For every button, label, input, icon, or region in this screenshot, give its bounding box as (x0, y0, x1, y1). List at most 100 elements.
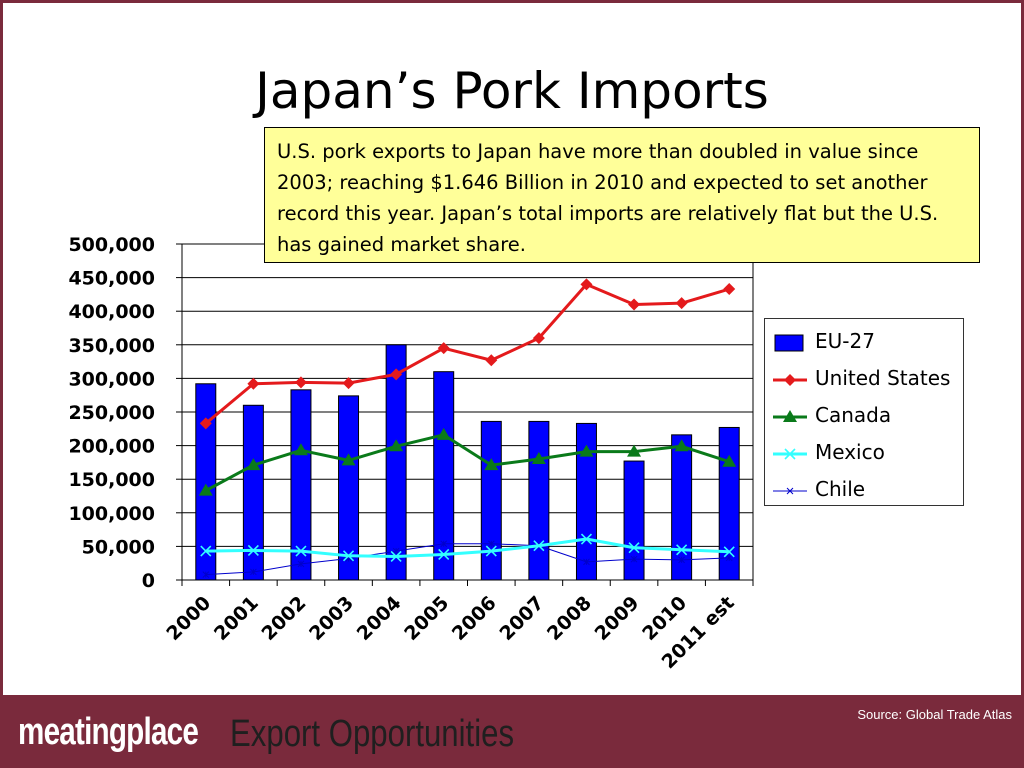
point-chile (678, 556, 685, 564)
legend-label-chile: Chile (815, 477, 866, 501)
point-canada (198, 483, 213, 496)
point-mexico (676, 544, 688, 556)
y-tick-label: 250,000 (68, 402, 155, 424)
point-chile (297, 560, 305, 568)
y-tick-label: 400,000 (68, 301, 155, 323)
point-canada (484, 458, 499, 471)
point-chile (392, 547, 400, 555)
legend-swatch-chile (773, 487, 807, 495)
point-canada (246, 458, 261, 471)
bar-eu-27 (195, 383, 217, 581)
bar-eu-27 (623, 460, 645, 581)
legend-label-united-states: United States (815, 366, 951, 390)
bar-eu-27 (433, 371, 455, 581)
chart-legend: EU-27 United States Canada Mexico Chile (764, 318, 964, 506)
point-canada (674, 439, 689, 452)
y-tick-label: 100,000 (68, 503, 155, 525)
point-united-states (485, 354, 498, 367)
bar-eu-27 (290, 389, 312, 581)
x-tick-label: 2007 (495, 592, 548, 645)
point-mexico (628, 542, 640, 554)
point-canada (531, 452, 546, 465)
point-canada (627, 444, 642, 457)
point-united-states (580, 278, 593, 291)
bar-eu-27 (671, 434, 693, 581)
point-chile (583, 558, 590, 566)
point-united-states (628, 298, 641, 311)
point-mexico (295, 545, 307, 557)
point-mexico (438, 548, 450, 561)
point-chile (630, 555, 638, 563)
point-mexico (485, 545, 497, 557)
x-tick-label: 2001 (210, 592, 263, 645)
point-canada (579, 444, 594, 457)
x-tick-label: 2006 (448, 592, 501, 645)
legend-item-mexico: Mexico (773, 438, 963, 468)
point-united-states (723, 283, 736, 296)
series-line-mexico (205, 537, 730, 558)
point-canada (436, 427, 451, 440)
point-united-states (390, 368, 403, 381)
y-tick-label: 350,000 (68, 335, 155, 357)
point-canada (341, 453, 356, 466)
point-mexico (342, 550, 355, 562)
source-note: Source: Global Trade Atlas (857, 707, 1012, 722)
footer-bar: meatingplace Export Opportunities Source… (0, 695, 1024, 768)
x-tick-label: 2000 (162, 592, 215, 645)
point-united-states (532, 332, 545, 345)
point-united-states (247, 377, 260, 390)
legend-item-eu-27: EU-27 (773, 327, 963, 357)
point-canada (722, 454, 737, 467)
point-mexico (390, 550, 402, 563)
y-tick-label: 300,000 (68, 368, 155, 390)
bar-eu-27 (528, 420, 550, 581)
point-canada (389, 439, 404, 452)
point-united-states (342, 377, 355, 390)
x-tick-label: 2008 (543, 592, 596, 645)
series-line-united-states (204, 282, 730, 425)
y-tick-label: 500,000 (68, 234, 155, 256)
x-tick-label: 2004 (353, 592, 406, 645)
bar-eu-27 (242, 404, 264, 581)
y-tick-label: 450,000 (68, 268, 155, 290)
callout-text: U.S. pork exports to Japan have more tha… (264, 127, 980, 263)
bar-eu-27 (385, 344, 407, 581)
x-tick-label: 2005 (400, 592, 453, 645)
legend-swatch-mexico (773, 448, 807, 460)
series-line-chile (205, 543, 730, 576)
legend-item-chile: Chile (773, 475, 963, 505)
point-mexico (580, 533, 593, 545)
legend-label-mexico: Mexico (815, 440, 885, 464)
point-chile (487, 540, 495, 548)
footer-tagline: Export Opportunities (230, 713, 515, 755)
point-chile (202, 571, 210, 578)
y-tick-label: 200,000 (68, 436, 155, 458)
point-mexico (200, 545, 212, 557)
bar-eu-27 (338, 395, 360, 581)
point-chile (250, 568, 257, 576)
point-mexico (723, 546, 735, 558)
point-mexico (533, 540, 545, 552)
point-united-states (675, 297, 688, 310)
legend-swatch-canada (773, 410, 807, 422)
x-tick-label: 2003 (305, 592, 358, 645)
bar-eu-27 (480, 420, 502, 581)
legend-label-canada: Canada (815, 403, 892, 427)
legend-swatch-eu-27 (774, 334, 804, 352)
point-chile (440, 540, 448, 548)
legend-item-canada: Canada (773, 401, 963, 431)
x-tick-label: 2002 (258, 592, 311, 645)
legend-item-united-states: United States (773, 364, 963, 394)
x-tick-label: 2009 (591, 592, 644, 645)
point-chile (725, 554, 733, 562)
series-line-canada (205, 433, 730, 492)
y-tick-label: 150,000 (68, 469, 155, 491)
legend-swatch-united-states (773, 374, 807, 386)
y-tick-label: 50,000 (82, 536, 155, 558)
point-united-states (199, 417, 212, 430)
brand-logo: meatingplace (18, 711, 199, 753)
point-united-states (437, 342, 450, 355)
y-tick-label: 0 (142, 570, 155, 592)
page-title: Japan’s Pork Imports (255, 62, 769, 120)
